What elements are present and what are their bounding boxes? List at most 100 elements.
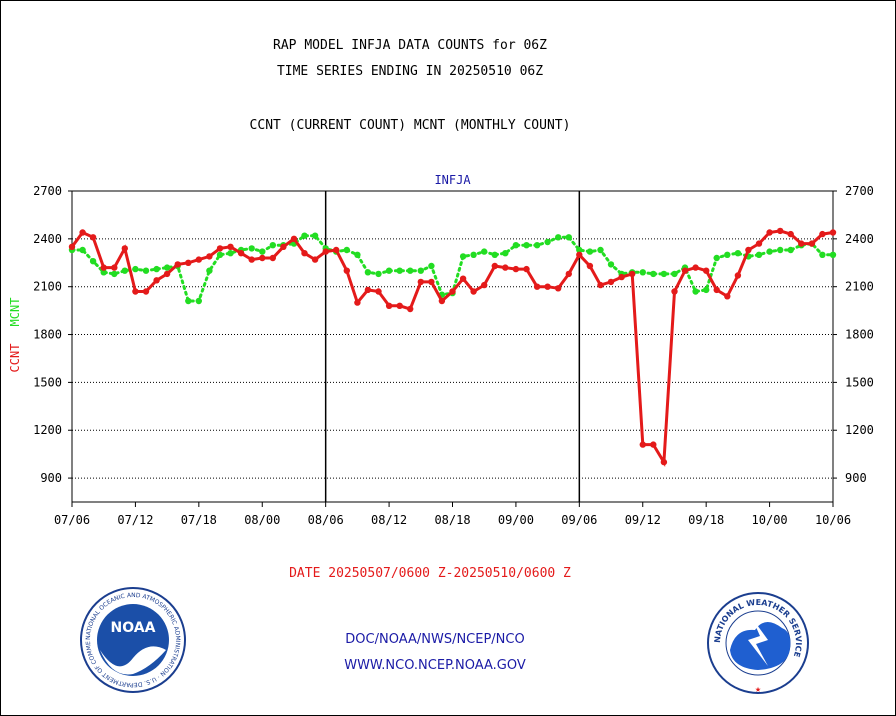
- point-ccnt: [491, 262, 498, 270]
- point-ccnt: [132, 288, 139, 295]
- point-ccnt: [153, 277, 160, 284]
- x-tick-label: 07/06: [54, 513, 90, 527]
- svg-text:NATIONAL OCEANIC AND ATMOSPHER: NATIONAL OCEANIC AND ATMOSPHERIC ADMINIS…: [0, 0, 181, 688]
- point-ccnt: [692, 264, 699, 271]
- point-ccnt: [206, 253, 213, 260]
- point-ccnt: [586, 262, 594, 270]
- point-mcnt: [206, 267, 213, 274]
- point-ccnt: [481, 281, 488, 289]
- point-ccnt: [280, 243, 287, 250]
- point-mcnt: [512, 242, 520, 249]
- point-ccnt: [417, 278, 424, 286]
- point-mcnt: [724, 251, 731, 258]
- y-tick-label-right: 1800: [845, 328, 874, 342]
- point-ccnt: [713, 286, 720, 294]
- title-line-3: CCNT (CURRENT COUNT) MCNT (MONTHLY COUNT…: [249, 118, 571, 133]
- noaa-ring-text: NATIONAL OCEANIC AND ATMOSPHERIC ADMINIS…: [0, 0, 181, 688]
- point-mcnt: [787, 246, 794, 254]
- point-mcnt: [163, 264, 171, 271]
- point-ccnt: [766, 229, 773, 236]
- doc-noaa-link[interactable]: DOC/NOAA/NWS/NCEP/NCO: [345, 632, 525, 647]
- point-mcnt: [89, 258, 97, 265]
- svg-text:★: ★: [755, 684, 761, 695]
- point-ccnt: [438, 297, 446, 305]
- point-ccnt: [512, 265, 520, 273]
- x-tick-label: 08/00: [244, 513, 280, 527]
- point-ccnt: [142, 288, 150, 295]
- point-ccnt: [502, 264, 509, 271]
- point-mcnt: [576, 246, 583, 254]
- point-ccnt: [618, 273, 625, 281]
- y-tick-label-right: 1200: [845, 423, 874, 437]
- point-mcnt: [481, 248, 488, 255]
- point-mcnt: [354, 251, 361, 258]
- point-ccnt: [555, 285, 562, 292]
- title-line-1: RAP MODEL INFJA DATA COUNTS for 06Z: [273, 38, 547, 53]
- date-range-label: DATE 20250507/0600 Z-20250510/0600 Z: [289, 566, 571, 581]
- point-mcnt: [407, 267, 414, 274]
- point-ccnt: [259, 254, 266, 262]
- y-tick-label-left: 900: [40, 471, 62, 485]
- point-ccnt: [565, 270, 572, 278]
- point-ccnt: [470, 288, 477, 295]
- point-mcnt: [111, 270, 118, 278]
- point-ccnt: [829, 229, 837, 236]
- x-tick-label: 09/00: [498, 513, 534, 527]
- point-ccnt: [734, 272, 742, 279]
- series-line-ccnt: [70, 229, 834, 467]
- point-ccnt: [745, 246, 752, 254]
- nco-website-link[interactable]: WWW.NCO.NCEP.NOAA.GOV: [344, 658, 526, 673]
- x-tick-label: 08/18: [434, 513, 470, 527]
- point-mcnt: [565, 234, 572, 241]
- labels-layer: 900 900 1200 1200 1500 1500 1800 1800 2100 2100 24…: [8, 173, 874, 527]
- point-mcnt: [502, 250, 509, 257]
- point-ccnt: [576, 251, 583, 258]
- point-mcnt: [142, 267, 150, 274]
- title-line-2: TIME SERIES ENDING IN 20250510 06Z: [276, 64, 544, 79]
- x-tick-label: 07/12: [117, 513, 153, 527]
- point-ccnt: [269, 254, 276, 262]
- point-mcnt: [713, 254, 720, 262]
- point-ccnt: [671, 288, 678, 295]
- point-ccnt: [523, 265, 530, 273]
- point-ccnt: [407, 305, 414, 313]
- point-mcnt: [301, 232, 308, 239]
- point-ccnt: [301, 250, 308, 257]
- nws-logo: ★ NATIONAL WEATHER SERVICE: [707, 592, 809, 695]
- point-mcnt: [385, 267, 393, 274]
- point-mcnt: [555, 234, 562, 241]
- point-ccnt: [639, 441, 646, 448]
- point-ccnt: [629, 270, 636, 278]
- plot-area-border: [71, 190, 834, 503]
- point-ccnt: [787, 230, 794, 238]
- noaa-logo-text: NOAA: [111, 620, 156, 636]
- point-mcnt: [248, 245, 255, 252]
- point-ccnt: [343, 267, 350, 274]
- point-mcnt: [132, 265, 139, 273]
- point-mcnt: [650, 270, 657, 278]
- y-tick-label-left: 2700: [33, 184, 62, 198]
- point-ccnt: [375, 288, 382, 295]
- point-mcnt: [364, 269, 372, 276]
- y-tick-label-left: 1200: [33, 423, 62, 437]
- x-tick-label: 09/18: [688, 513, 724, 527]
- noaa-logo: NOAA NATIONAL OCEANIC AND ATMOSPHERIC AD…: [0, 0, 186, 693]
- point-ccnt: [195, 256, 202, 263]
- point-ccnt: [650, 441, 657, 448]
- point-mcnt: [311, 232, 319, 239]
- point-mcnt: [375, 270, 382, 278]
- y-tick-label-right: 2700: [845, 184, 874, 198]
- chart-title: INFJA: [434, 173, 471, 187]
- y-label-mcnt: MCNT: [8, 298, 22, 327]
- point-mcnt: [417, 267, 424, 274]
- point-ccnt: [449, 288, 456, 295]
- point-ccnt: [533, 283, 541, 290]
- point-mcnt: [269, 242, 276, 249]
- point-mcnt: [459, 253, 467, 260]
- point-ccnt: [121, 245, 128, 252]
- point-ccnt: [660, 458, 668, 466]
- y-tick-label-left: 2400: [33, 232, 62, 246]
- point-mcnt: [216, 251, 224, 258]
- point-mcnt: [544, 238, 551, 246]
- point-ccnt: [333, 246, 340, 254]
